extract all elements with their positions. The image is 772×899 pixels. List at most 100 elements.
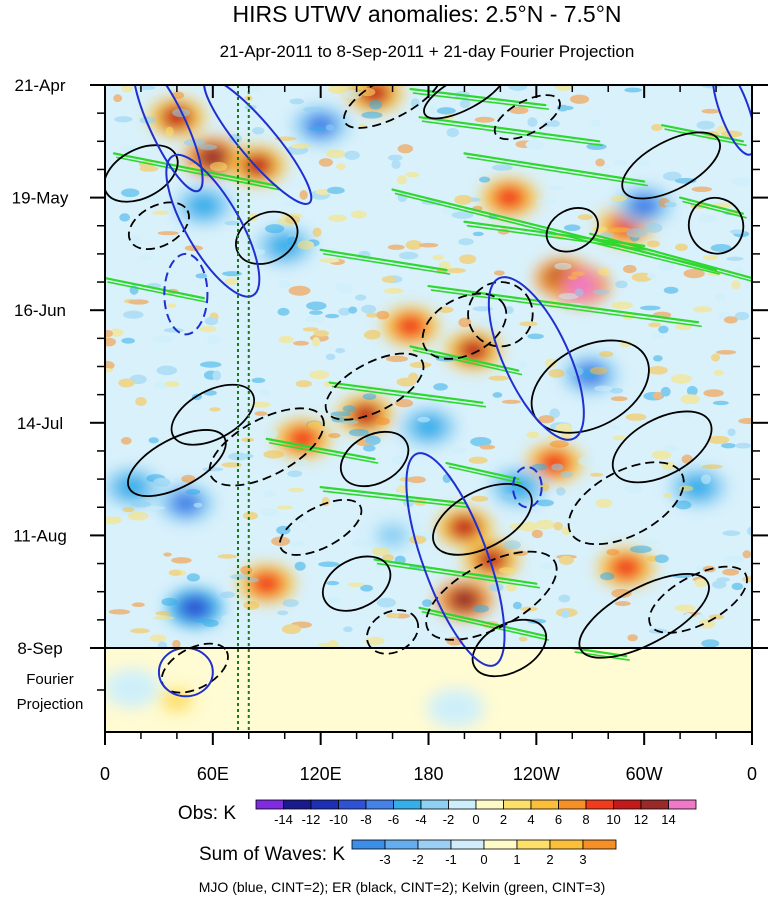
anomaly-speckle [683,268,705,279]
anomaly-speckle [526,431,540,439]
anomaly-speckle [553,521,563,531]
anomaly-speckle [364,329,381,340]
anomaly-speckle [716,577,730,582]
mjo-contour-negative [511,466,543,509]
anomaly-speckle [651,450,672,460]
colorbar-level-label: -6 [388,812,400,827]
colorbar-swatch [283,799,312,810]
anomaly-speckle [289,540,305,547]
anomaly-speckle [701,108,720,114]
projection-label-projection: Projection [17,696,84,713]
kelvin-contour-inner [466,224,648,251]
anomaly-speckle [135,396,147,406]
anomaly-speckle [105,508,124,517]
anomaly-speckle [715,349,737,355]
anomaly-speckle [167,303,177,308]
anomaly-speckle [611,301,633,310]
anomaly-speckle [335,282,347,292]
anomaly-speckle [128,299,149,305]
anomaly-speckle [488,375,509,381]
colorbar-swatch [668,799,697,810]
anomaly-speckle [417,416,431,423]
er-contour-positive [611,410,713,484]
anomaly-speckle [680,412,692,419]
anomaly-speckle [306,301,327,311]
anomaly-speckle [246,86,262,93]
anomaly-speckle [338,307,351,316]
colorbar-level-label: 6 [555,812,562,827]
anomaly-speckle [505,583,517,592]
anomaly-speckle [712,400,729,406]
anomaly-speckle [243,600,260,610]
anomaly-speckle [459,99,471,109]
colorbar-swatch [530,799,559,810]
anomaly-speckle [731,280,741,290]
anomaly-speckle [288,285,311,296]
anomaly-speckle [567,275,578,280]
anomaly-speckle [119,213,131,222]
anomaly-speckle [224,220,240,226]
anomaly-speckle [168,569,182,576]
er-contour-positive [621,131,721,200]
x-tick-label: 120E [300,764,342,784]
colorbar-level-label: 3 [579,852,586,867]
anomaly-speckle [294,561,306,571]
er-contour-negative [208,407,325,487]
anomaly-speckle [470,495,489,502]
anomaly-speckle [405,240,423,250]
x-tick-label: 0 [747,764,757,784]
anomaly-speckle [152,335,174,344]
anomaly-speckle [742,550,751,559]
anomaly-speckle [319,258,340,263]
anomaly-speckle [544,358,557,369]
kelvin-contour-inner [421,120,604,147]
anomaly-speckle [479,317,498,328]
projection-background [105,648,752,732]
er-contour-positive [322,555,392,612]
anomaly-speckle [610,227,631,233]
anomaly-speckle [200,361,222,368]
anomaly-speckle [260,508,279,517]
anomaly-speckle [566,366,584,377]
colorbar-level-label: 0 [472,812,479,827]
anomaly-speckle [318,561,340,567]
anomaly-speckle [317,642,339,647]
anomaly-speckle [258,389,271,397]
anomaly-speckle [503,540,521,550]
colorbar-level-label: 10 [606,812,620,827]
anomaly-speckle [658,261,675,272]
anomaly-speckle [242,511,258,520]
anomaly-speckle [371,547,390,556]
y-tick-label: 14-Jul [17,414,63,433]
anomaly-speckle [625,413,647,421]
anomaly-speckle [299,190,308,200]
anomaly-region [565,274,598,299]
er-contour-negative [567,461,685,546]
anomaly-speckle [498,567,516,574]
anomaly-speckle [376,310,390,320]
anomaly-speckle [281,624,301,635]
anomaly-speckle [648,322,661,328]
anomaly-speckle [287,470,303,478]
anomaly-speckle [212,370,222,381]
mjo-contour-positive [711,85,752,156]
anomaly-speckle [343,89,363,100]
anomaly-speckle [696,614,705,620]
anomaly-speckle [698,618,716,629]
anomaly-speckle [701,464,723,469]
anomaly-speckle [363,444,376,452]
kelvin-contour [463,152,646,183]
anomaly-speckle [543,121,554,127]
anomaly-speckle [122,506,135,513]
anomaly-speckle [624,483,643,494]
chart-subtitle: 21-Apr-2011 to 8-Sep-2011 + 21-day Fouri… [220,42,635,61]
anomaly-speckle [663,286,679,294]
anomaly-region [627,193,661,218]
anomaly-speckle [508,85,528,91]
anomaly-speckle [606,548,620,556]
anomaly-speckle [658,325,669,334]
chart-title: HIRS UTWV anomalies: 2.5°N - 7.5°N [232,1,621,27]
anomaly-speckle [252,127,265,135]
anomaly-speckle [433,383,448,391]
anomaly-speckle [662,171,682,181]
